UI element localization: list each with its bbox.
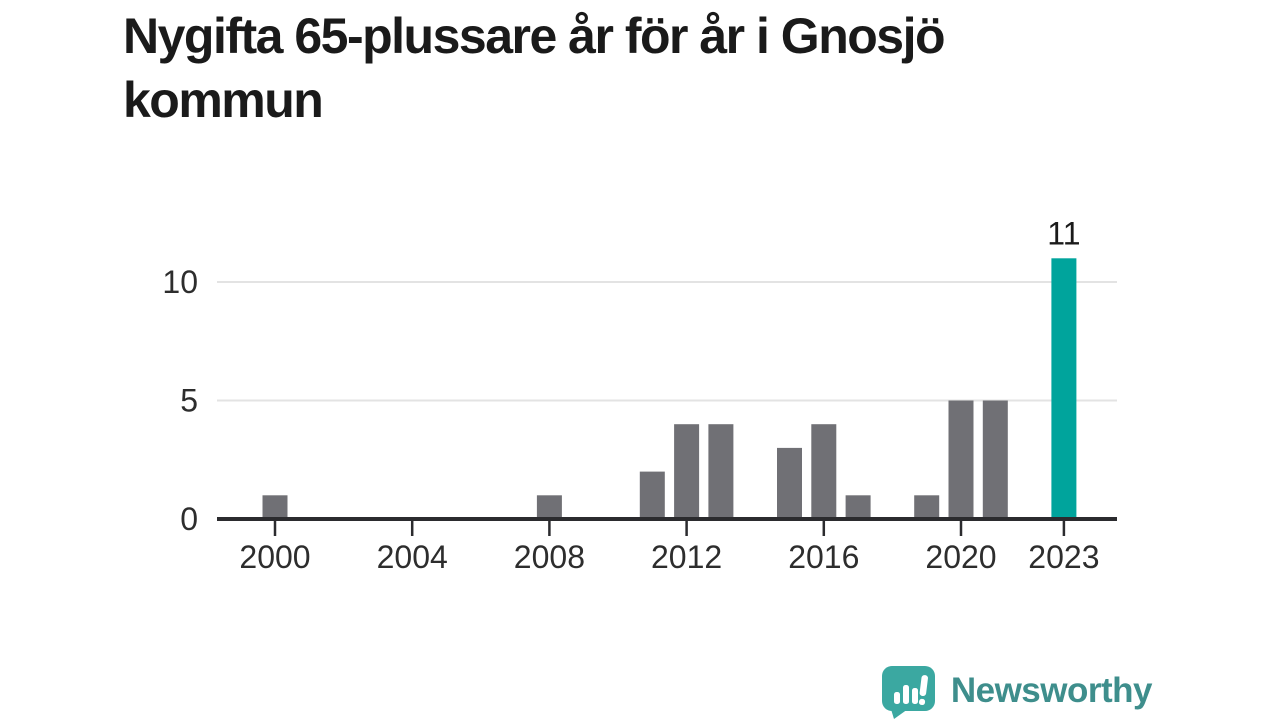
bar-2000 (262, 495, 288, 519)
x-axis-label-2016: 2016 (788, 539, 859, 575)
bar-2013 (708, 424, 734, 519)
x-axis-label-2008: 2008 (514, 539, 585, 575)
newsworthy-logo-text: Newsworthy (950, 671, 1153, 710)
chart-title: Nygifta 65-plussare år för år i Gnosjö k… (123, 8, 946, 128)
x-axis-label-2023: 2023 (1028, 539, 1099, 575)
highlight-value-label: 11 (1047, 215, 1080, 251)
bar-2012 (674, 424, 700, 519)
y-axis-label-0: 0 (180, 501, 198, 537)
x-axis-label-2012: 2012 (651, 539, 722, 575)
bar-2021 (982, 400, 1008, 519)
y-axis-label-10: 10 (162, 264, 198, 300)
bar-2016 (811, 424, 837, 519)
bar-2008 (536, 495, 562, 519)
bar-2019 (914, 495, 940, 519)
newsworthy-logo: Newsworthy (879, 662, 1153, 720)
bar-2011 (639, 471, 665, 519)
bar-2020 (948, 400, 974, 519)
bar-2023 (1051, 258, 1077, 519)
x-axis-label-2020: 2020 (925, 539, 996, 575)
x-axis-label-2000: 2000 (239, 539, 310, 575)
bar-2015 (777, 447, 802, 519)
y-axis-label-5: 5 (180, 383, 198, 419)
bar-2017 (845, 495, 871, 519)
x-axis-label-2004: 2004 (377, 539, 448, 575)
newsworthy-logo-icon (881, 666, 935, 719)
